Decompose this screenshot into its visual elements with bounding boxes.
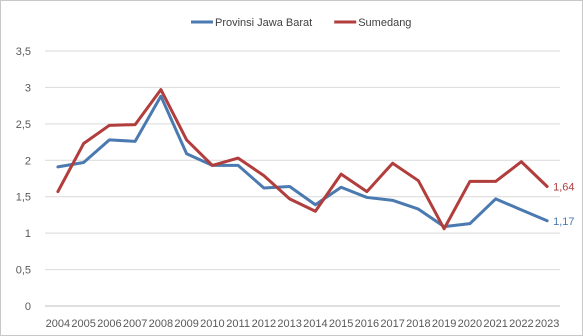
y-tick-label: 3,5 bbox=[16, 46, 31, 58]
series-line-2 bbox=[56, 88, 549, 231]
x-tick-label: 2004 bbox=[46, 318, 70, 330]
x-tick-label: 2015 bbox=[329, 318, 353, 330]
series-lines bbox=[56, 88, 549, 231]
y-tick-label: 1 bbox=[25, 228, 31, 240]
x-tick-label: 2016 bbox=[355, 318, 379, 330]
x-tick-label: 2011 bbox=[226, 318, 250, 330]
y-tick-label: 2,5 bbox=[16, 119, 31, 131]
x-tick-label: 2018 bbox=[406, 318, 430, 330]
end-value-label: 1,17 bbox=[553, 216, 574, 228]
x-tick-label: 2008 bbox=[149, 318, 173, 330]
x-tick-label: 2012 bbox=[252, 318, 276, 330]
x-tick-label: 2017 bbox=[380, 318, 404, 330]
y-tick-label: 2 bbox=[25, 155, 31, 167]
y-tick-label: 0,5 bbox=[16, 265, 31, 277]
end-labels: 1,17 1,64 bbox=[553, 182, 574, 228]
y-tick-label: 3 bbox=[25, 82, 31, 94]
x-tick-label: 2009 bbox=[174, 318, 198, 330]
legend-label: Provinsi Jawa Barat bbox=[215, 17, 312, 29]
x-axis-ticks: 2004 2005 2006 2007 2008 2009 2010 2011 2012 2013… bbox=[46, 318, 560, 330]
y-axis-ticks: 0 0,5 1 1,5 2 2,5 3 3,5 bbox=[16, 46, 31, 313]
x-tick-label: 2019 bbox=[432, 318, 456, 330]
series-line-1 bbox=[56, 94, 549, 229]
x-tick-label: 2023 bbox=[535, 318, 559, 330]
y-tick-label: 1,5 bbox=[16, 192, 31, 204]
x-tick-label: 2006 bbox=[97, 318, 121, 330]
legend: Provinsi Jawa Barat Sumedang bbox=[191, 17, 411, 29]
x-tick-label: 2005 bbox=[71, 318, 95, 330]
x-tick-label: 2022 bbox=[509, 318, 533, 330]
x-tick-label: 2010 bbox=[200, 318, 224, 330]
x-tick-label: 2007 bbox=[123, 318, 147, 330]
y-tick-label: 0 bbox=[25, 301, 31, 313]
legend-label: Sumedang bbox=[358, 17, 411, 29]
end-value-label: 1,64 bbox=[553, 182, 574, 194]
gridlines bbox=[45, 50, 560, 307]
x-tick-label: 2021 bbox=[483, 318, 507, 330]
x-tick-label: 2020 bbox=[458, 318, 482, 330]
x-tick-label: 2014 bbox=[303, 318, 327, 330]
x-tick-label: 2013 bbox=[277, 318, 301, 330]
